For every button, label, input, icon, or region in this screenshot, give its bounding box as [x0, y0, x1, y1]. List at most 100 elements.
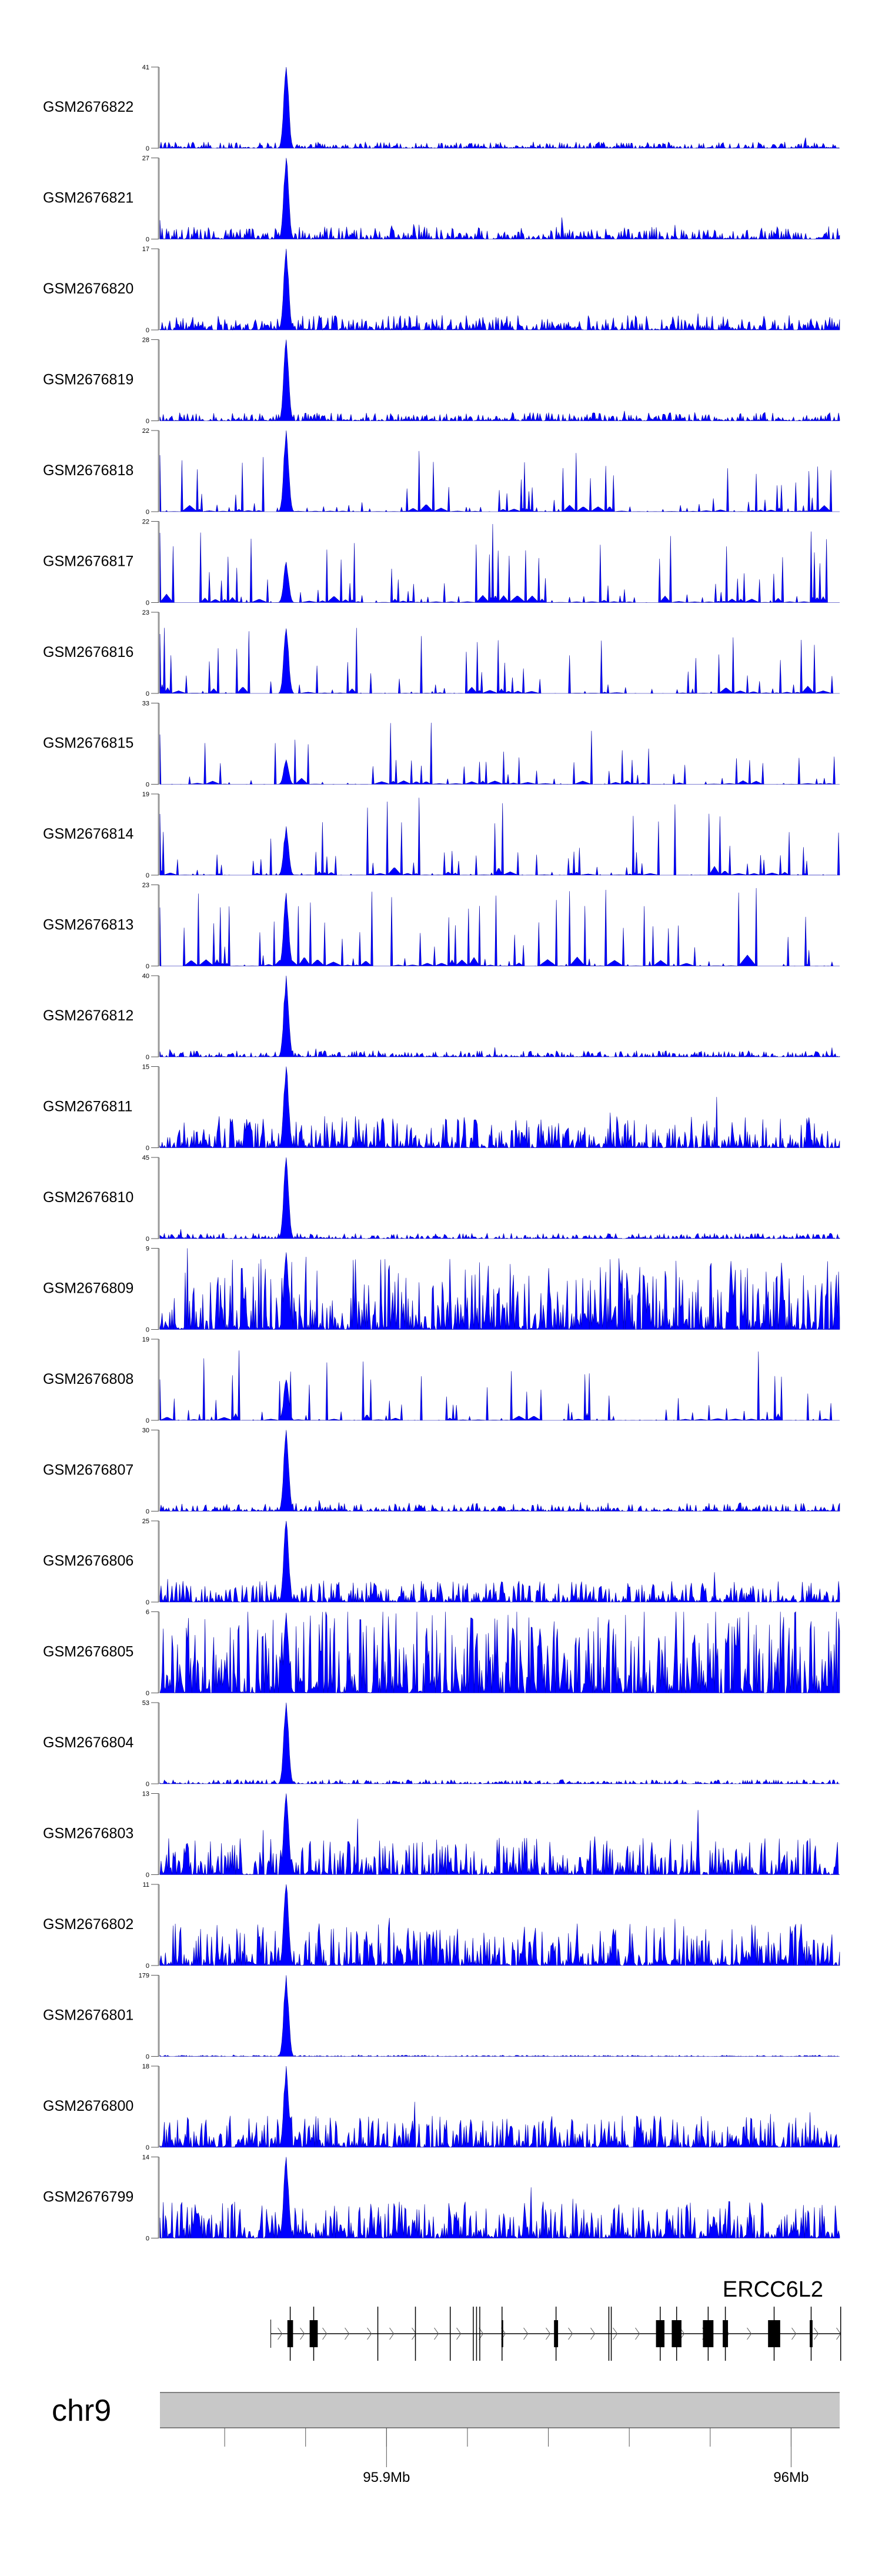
track-label: GSM2676811 — [43, 1099, 132, 1115]
track-GSM2676801: GSM2676801 179 0 — [43, 1973, 840, 2061]
track-label: GSM2676800 — [43, 2098, 133, 2114]
track-label: GSM2676806 — [43, 1553, 133, 1569]
exon-box — [554, 2320, 559, 2347]
track-GSM2676802: GSM2676802 11 0 — [43, 1881, 840, 1970]
track-GSM2676819: GSM2676819 28 0 — [43, 337, 840, 425]
signal-area — [159, 975, 840, 1058]
exon-box — [723, 2320, 729, 2347]
signal-area — [159, 1248, 840, 1330]
track-label: GSM2676819 — [43, 372, 133, 388]
y-axis-min-label: 0 — [146, 236, 149, 243]
track-GSM2676813: GSM2676813 23 0 — [43, 882, 840, 970]
y-axis-min-label: 0 — [146, 2235, 149, 2243]
track-GSM2676800: GSM2676800 18 0 — [43, 2063, 840, 2151]
y-axis-max-label: 25 — [142, 1518, 149, 1525]
y-axis-max-label: 19 — [142, 791, 149, 798]
y-axis-min-label: 0 — [146, 963, 149, 970]
track-GSM2676806: GSM2676806 25 0 — [43, 1518, 840, 1606]
strand-arrow-icon — [300, 2327, 305, 2340]
exon-box — [671, 2320, 681, 2347]
track-GSM2676818: GSM2676818 22 0 — [43, 428, 840, 516]
y-axis-min-label: 0 — [146, 1417, 149, 1424]
track-GSM2676815: GSM2676815 33 0 — [43, 700, 840, 789]
y-axis-min-label: 0 — [146, 145, 149, 152]
track-label: GSM2676799 — [43, 2189, 133, 2205]
gene-name-label: ERCC6L2 — [723, 2277, 823, 2302]
track-label: GSM2676816 — [43, 644, 133, 660]
track-GSM2676811: GSM2676811 15 0 — [43, 1064, 840, 1152]
signal-area — [159, 158, 840, 240]
strand-arrow-icon — [635, 2327, 640, 2340]
signal-area — [159, 1793, 840, 1876]
y-axis-max-label: 27 — [142, 155, 149, 162]
y-axis-max-label: 28 — [142, 337, 149, 344]
exon-box — [309, 2320, 318, 2347]
signal-area — [159, 1520, 840, 1603]
signal-area — [159, 339, 840, 422]
y-axis-max-label: 179 — [139, 1973, 149, 1980]
y-axis-min-label: 0 — [146, 1509, 149, 1516]
track-label: GSM2676814 — [43, 826, 133, 842]
signal-area — [159, 1066, 840, 1149]
signal-area — [159, 248, 840, 331]
track-label: GSM2676809 — [43, 1280, 133, 1297]
y-axis-max-label: 11 — [143, 1881, 149, 1888]
signal-area — [159, 1702, 840, 1785]
y-axis-min-label: 0 — [146, 690, 149, 698]
y-axis-max-label: 33 — [142, 700, 149, 708]
y-axis-max-label: 14 — [142, 2154, 149, 2161]
y-axis-max-label: 15 — [142, 1064, 149, 1071]
y-axis-min-label: 0 — [146, 1599, 149, 1606]
axis-tick-label: 96Mb — [773, 2470, 808, 2485]
track-GSM2676821: GSM2676821 27 0 — [43, 155, 840, 243]
exon-box — [287, 2320, 293, 2347]
y-axis-min-label: 0 — [146, 509, 149, 516]
strand-arrow-icon — [322, 2327, 328, 2340]
y-axis-max-label: 23 — [142, 882, 149, 889]
y-axis-max-label: 9 — [146, 1246, 149, 1253]
y-axis-min-label: 0 — [146, 600, 149, 607]
signal-area — [159, 1430, 840, 1512]
track-GSM2676816: GSM2676816 23 0 — [43, 609, 840, 698]
track-label: GSM2676820 — [43, 281, 133, 297]
track-label: GSM2676801 — [43, 2007, 133, 2024]
y-axis-min-label: 0 — [146, 1690, 149, 1697]
axis-tick-label: 95.9Mb — [363, 2470, 410, 2485]
track-label: GSM2676812 — [43, 1007, 133, 1024]
track-label: GSM2676808 — [43, 1371, 133, 1387]
y-axis-min-label: 0 — [146, 1781, 149, 1788]
signal-area — [159, 2066, 840, 2148]
signal-area — [159, 523, 840, 603]
track-GSM2676808: GSM2676808 19 0 — [43, 1336, 840, 1424]
track-GSM2676799: GSM2676799 14 0 — [43, 2154, 840, 2243]
strand-arrow-icon — [479, 2327, 484, 2340]
signal-area — [159, 1975, 840, 2057]
track-GSM2676814: GSM2676814 19 0 — [43, 791, 840, 879]
y-axis-max-label: 18 — [142, 2063, 149, 2070]
strand-arrow-icon — [568, 2327, 573, 2340]
exon-box — [703, 2320, 714, 2347]
exon-box — [656, 2320, 665, 2347]
track-GSM2676817: GSM2676817 22 0 — [43, 519, 840, 607]
y-axis-min-label: 0 — [146, 1963, 149, 1970]
strand-arrow-icon — [590, 2327, 596, 2340]
y-axis-max-label: 40 — [142, 973, 149, 980]
y-axis-min-label: 0 — [146, 418, 149, 425]
strand-arrow-icon — [367, 2327, 372, 2340]
strand-arrow-icon — [456, 2327, 462, 2340]
track-label: GSM2676803 — [43, 1826, 133, 1842]
signal-area — [159, 1611, 840, 1694]
track-GSM2676820: GSM2676820 17 0 — [43, 246, 840, 334]
track-GSM2676812: GSM2676812 40 0 — [43, 973, 840, 1061]
strand-arrow-icon — [389, 2327, 395, 2340]
y-axis-min-label: 0 — [146, 2054, 149, 2061]
strand-arrow-icon — [613, 2327, 618, 2340]
track-GSM2676803: GSM2676803 13 0 — [43, 1791, 840, 1879]
strand-arrow-icon — [345, 2327, 350, 2340]
chromosome-bar — [160, 2393, 840, 2428]
track-label: GSM2676810 — [43, 1189, 133, 1206]
track-label: GSM2676818 — [43, 462, 133, 479]
strand-arrow-icon — [747, 2327, 752, 2340]
strand-arrow-icon — [814, 2327, 819, 2340]
